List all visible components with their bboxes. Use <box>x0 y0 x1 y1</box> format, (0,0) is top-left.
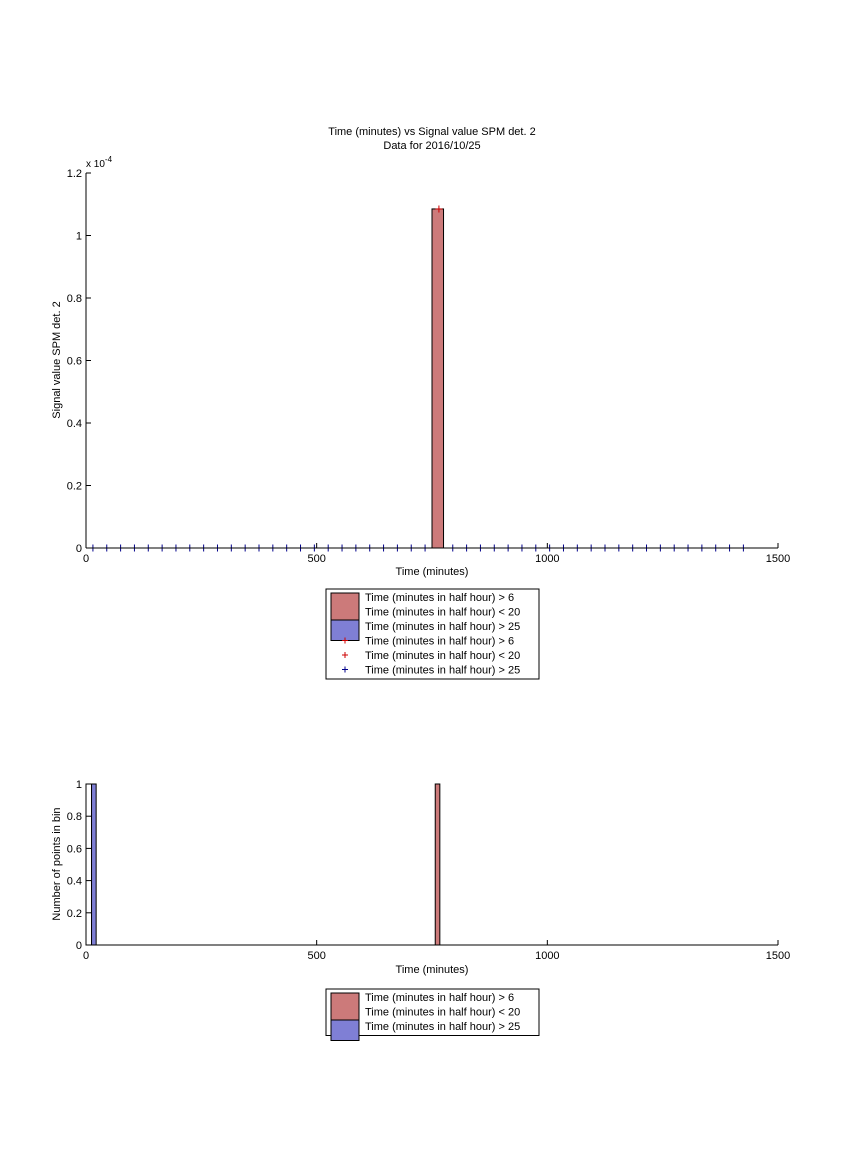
legend-box <box>325 988 540 1036</box>
legend-label: Time (minutes in half hour) < 20 <box>365 1007 520 1019</box>
x-axis-label: Time (minutes) <box>396 964 469 976</box>
legend-marker <box>342 652 348 658</box>
x-tick-label: 0 <box>83 553 89 565</box>
y-axis-label: Signal value SPM det. 2 <box>51 301 63 418</box>
chart-marks <box>89 205 747 552</box>
y-tick-label: 1 <box>76 231 82 243</box>
histogram-chart: 0 500 1000 1500 0 0.2 0.4 0.6 0.8 1 Time (minutes… <box>51 779 790 1041</box>
chart-title: Time (minutes) vs Signal value SPM det. … <box>328 126 535 138</box>
x-tick-label: 1500 <box>766 553 790 565</box>
legend-label: Time (minutes in half hour) > 6 <box>365 992 514 1004</box>
x-tick-label: 1000 <box>535 553 559 565</box>
y-tick-label: 0.2 <box>67 481 82 493</box>
y-exponent-power: -4 <box>105 155 113 164</box>
chart-marks <box>85 783 441 946</box>
y-tick-label: 0.4 <box>67 876 82 888</box>
legend-label: Time (minutes in half hour) > 25 <box>365 621 520 633</box>
legend-label: Time (minutes in half hour) < 20 <box>365 650 520 662</box>
legend-marker <box>342 637 348 644</box>
y-tick-label: 0.6 <box>67 843 82 855</box>
legend-label: Time (minutes in half hour) > 6 <box>365 636 514 648</box>
signal-chart: Time (minutes) vs Signal value SPM det. … <box>51 126 791 680</box>
bar <box>85 783 93 946</box>
legend-label: Time (minutes in half hour) > 25 <box>365 665 520 677</box>
x-tick-label: 1000 <box>535 950 559 962</box>
legend-marker <box>342 666 348 673</box>
data-point-marker <box>435 205 443 213</box>
legend-label: Time (minutes in half hour) < 20 <box>365 607 520 619</box>
bar <box>431 208 445 549</box>
legend-swatch-red <box>330 592 360 621</box>
y-tick-label: 0.2 <box>67 908 82 920</box>
x-axis-label: Time (minutes) <box>396 566 469 578</box>
y-tick-label: 0 <box>76 543 82 555</box>
y-exponent-label: x 10-4 <box>86 155 113 170</box>
legend: Time (minutes in half hour) > 6 Time (min… <box>325 988 540 1041</box>
y-tick-label: 0.6 <box>67 356 82 368</box>
chart-subtitle: Data for 2016/10/25 <box>383 140 480 152</box>
bar <box>434 783 441 946</box>
x-tick-label: 500 <box>307 950 325 962</box>
legend-swatch-blue <box>330 1019 360 1041</box>
legend-label: Time (minutes in half hour) > 25 <box>365 1021 520 1033</box>
bar <box>91 783 97 946</box>
y-tick-label: 0.8 <box>67 811 82 823</box>
legend-swatch-red <box>330 992 360 1021</box>
y-tick-label: 0.8 <box>67 293 82 305</box>
chart-axes: 0 500 1000 1500 0 0.2 0.4 0.6 0.8 1 1.2 <box>67 168 791 565</box>
y-tick-label: 1 <box>76 779 82 791</box>
y-exponent-base: x 10 <box>86 159 105 170</box>
x-tick-label: 0 <box>83 950 89 962</box>
x-tick-label: 1500 <box>766 950 790 962</box>
legend-box <box>325 588 540 680</box>
y-tick-label: 0 <box>76 940 82 952</box>
legend: Time (minutes in half hour) > 6 Time (min… <box>325 588 540 680</box>
legend-swatch-blue <box>330 619 360 641</box>
x-tick-label: 500 <box>307 553 325 565</box>
y-tick-label: 1.2 <box>67 168 82 180</box>
chart-axes: 0 500 1000 1500 0 0.2 0.4 0.6 0.8 1 <box>67 779 791 962</box>
legend-label: Time (minutes in half hour) > 6 <box>365 592 514 604</box>
y-axis-label: Number of points in bin <box>51 807 63 920</box>
y-tick-label: 0.4 <box>67 418 82 430</box>
